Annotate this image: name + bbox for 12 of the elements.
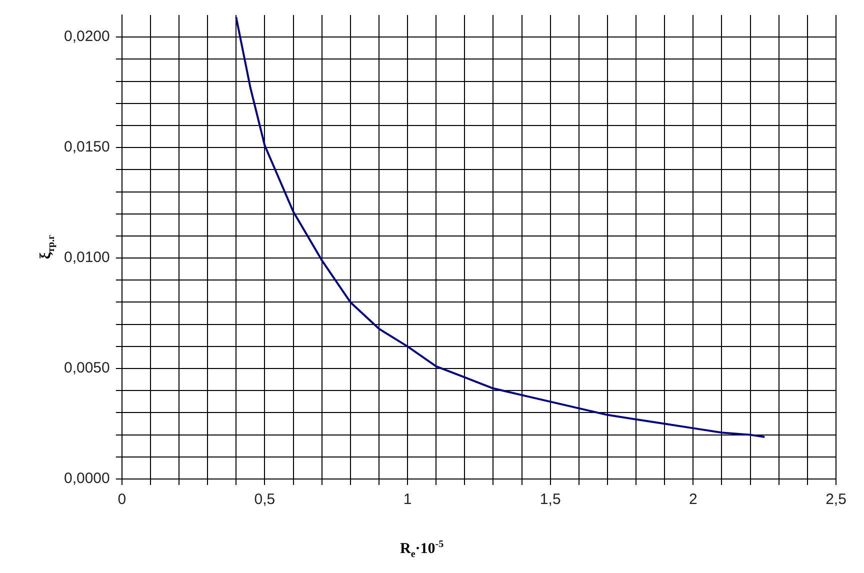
x-tick-label: 0,5 <box>254 491 276 508</box>
y-tick-label: 0,0200 <box>64 28 110 46</box>
x-tick-label: 0 <box>118 491 126 508</box>
y-tick-label: 0,0150 <box>64 138 110 156</box>
y-tick-label: 0,0000 <box>64 470 110 488</box>
x-tick-label: 2,5 <box>826 491 846 508</box>
y-tick-label: 0,0050 <box>64 360 110 377</box>
x-tick-label: 1 <box>403 491 412 508</box>
x-tick-label: 1,5 <box>540 491 561 508</box>
x-tick-label: 2 <box>689 491 698 508</box>
y-axis-title: ξтр.г <box>38 234 57 260</box>
y-tick-label: 0,0100 <box>64 249 110 266</box>
